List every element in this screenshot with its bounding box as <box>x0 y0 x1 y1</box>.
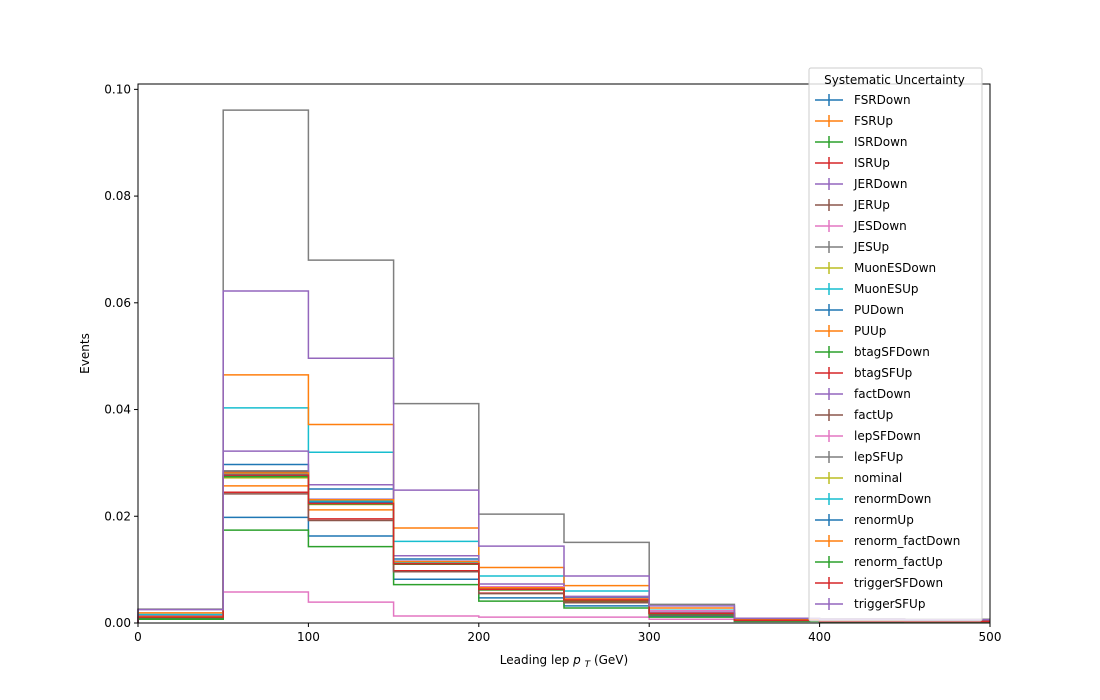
legend-item: JESDown <box>815 219 907 233</box>
y-tick-label: 0.00 <box>104 616 131 630</box>
legend-item: factDown <box>815 387 911 401</box>
legend-label: lepSFDown <box>854 429 921 443</box>
legend-label: PUDown <box>854 303 904 317</box>
legend-label: renormUp <box>854 513 914 527</box>
legend-item: ISRUp <box>815 156 890 170</box>
y-axis-label: Events <box>78 333 92 374</box>
legend: Systematic Uncertainty FSRDown FSRUp ISRDo… <box>808 67 983 622</box>
y-tick-label: 0.08 <box>104 189 131 203</box>
x-tick-label: 0 <box>134 630 142 644</box>
legend-item: FSRDown <box>815 93 911 107</box>
legend-item: btagSFUp <box>815 366 912 380</box>
y-tick-label: 0.06 <box>104 296 131 310</box>
legend-label: PUUp <box>854 324 886 338</box>
legend-label: nominal <box>854 471 902 485</box>
x-axis-label-unit: (GeV) <box>594 653 628 667</box>
x-axis-label-text: Leading lep <box>500 653 570 667</box>
series-btagSFDown <box>137 529 990 623</box>
y-tick-label: 0.02 <box>104 509 131 523</box>
legend-item: ISRDown <box>815 135 908 149</box>
legend-item: lepSFUp <box>815 450 903 464</box>
legend-label: ISRUp <box>854 156 890 170</box>
x-tick-label: 300 <box>638 630 661 644</box>
legend-item: renorm_factDown <box>815 534 960 548</box>
legend-label: btagSFDown <box>854 345 930 359</box>
series-triggerSFDown <box>137 474 990 623</box>
x-axis-label-math: p <box>572 653 581 667</box>
x-tick-label: 200 <box>467 630 490 644</box>
legend-item: PUDown <box>815 303 904 317</box>
x-tick-label: 100 <box>297 630 320 644</box>
x-axis-label-subscript: T <box>585 660 592 670</box>
x-tick-label: 500 <box>979 630 1002 644</box>
legend-label: triggerSFDown <box>854 576 943 590</box>
x-axis-label: Leading lep p T (GeV) <box>500 653 628 670</box>
legend-item: renorm_factUp <box>815 555 943 569</box>
legend-item: factUp <box>815 408 893 422</box>
legend-item: btagSFDown <box>815 345 930 359</box>
axes-frame <box>137 83 991 624</box>
legend-label: JERDown <box>853 177 907 191</box>
legend-item: lepSFDown <box>815 429 921 443</box>
legend-label: FSRDown <box>854 93 911 107</box>
legend-label: factDown <box>854 387 911 401</box>
legend-item: JERUp <box>815 198 890 212</box>
legend-item: JERDown <box>815 177 907 191</box>
x-tick-label: 400 <box>808 630 831 644</box>
legend-label: FSRUp <box>854 114 893 128</box>
legend-label: lepSFUp <box>854 450 903 464</box>
legend-items: FSRDown FSRUp ISRDown ISRUp JERDown JERUp JESD… <box>815 93 960 611</box>
legend-label: factUp <box>854 408 893 422</box>
legend-label: renormDown <box>854 492 931 506</box>
legend-item: MuonESUp <box>815 282 919 296</box>
legend-label: renorm_factDown <box>854 534 960 548</box>
legend-label: JESDown <box>853 219 907 233</box>
legend-label: ISRDown <box>854 135 908 149</box>
legend-item: JESUp <box>815 240 889 254</box>
legend-item: FSRUp <box>815 114 893 128</box>
legend-label: JERUp <box>853 198 890 212</box>
legend-label: triggerSFUp <box>854 597 925 611</box>
legend-title: Systematic Uncertainty <box>824 73 965 87</box>
legend-label: btagSFUp <box>854 366 912 380</box>
legend-item: triggerSFDown <box>815 576 943 590</box>
legend-item: renormDown <box>815 492 931 506</box>
y-axis: 0.00 0.02 0.04 0.06 0.08 0.10 <box>104 82 138 630</box>
legend-item: MuonESDown <box>815 261 936 275</box>
legend-item: nominal <box>815 471 902 485</box>
legend-box <box>808 67 983 622</box>
legend-label: MuonESUp <box>854 282 919 296</box>
legend-item: PUUp <box>815 324 886 338</box>
x-axis: 0 100 200 300 400 500 <box>134 623 1001 644</box>
legend-label: MuonESDown <box>854 261 936 275</box>
y-tick-label: 0.04 <box>104 403 131 417</box>
legend-item: renormUp <box>815 513 914 527</box>
legend-label: renorm_factUp <box>854 555 943 569</box>
legend-item: triggerSFUp <box>815 597 925 611</box>
y-tick-label: 0.10 <box>104 82 131 96</box>
legend-label: JESUp <box>853 240 889 254</box>
